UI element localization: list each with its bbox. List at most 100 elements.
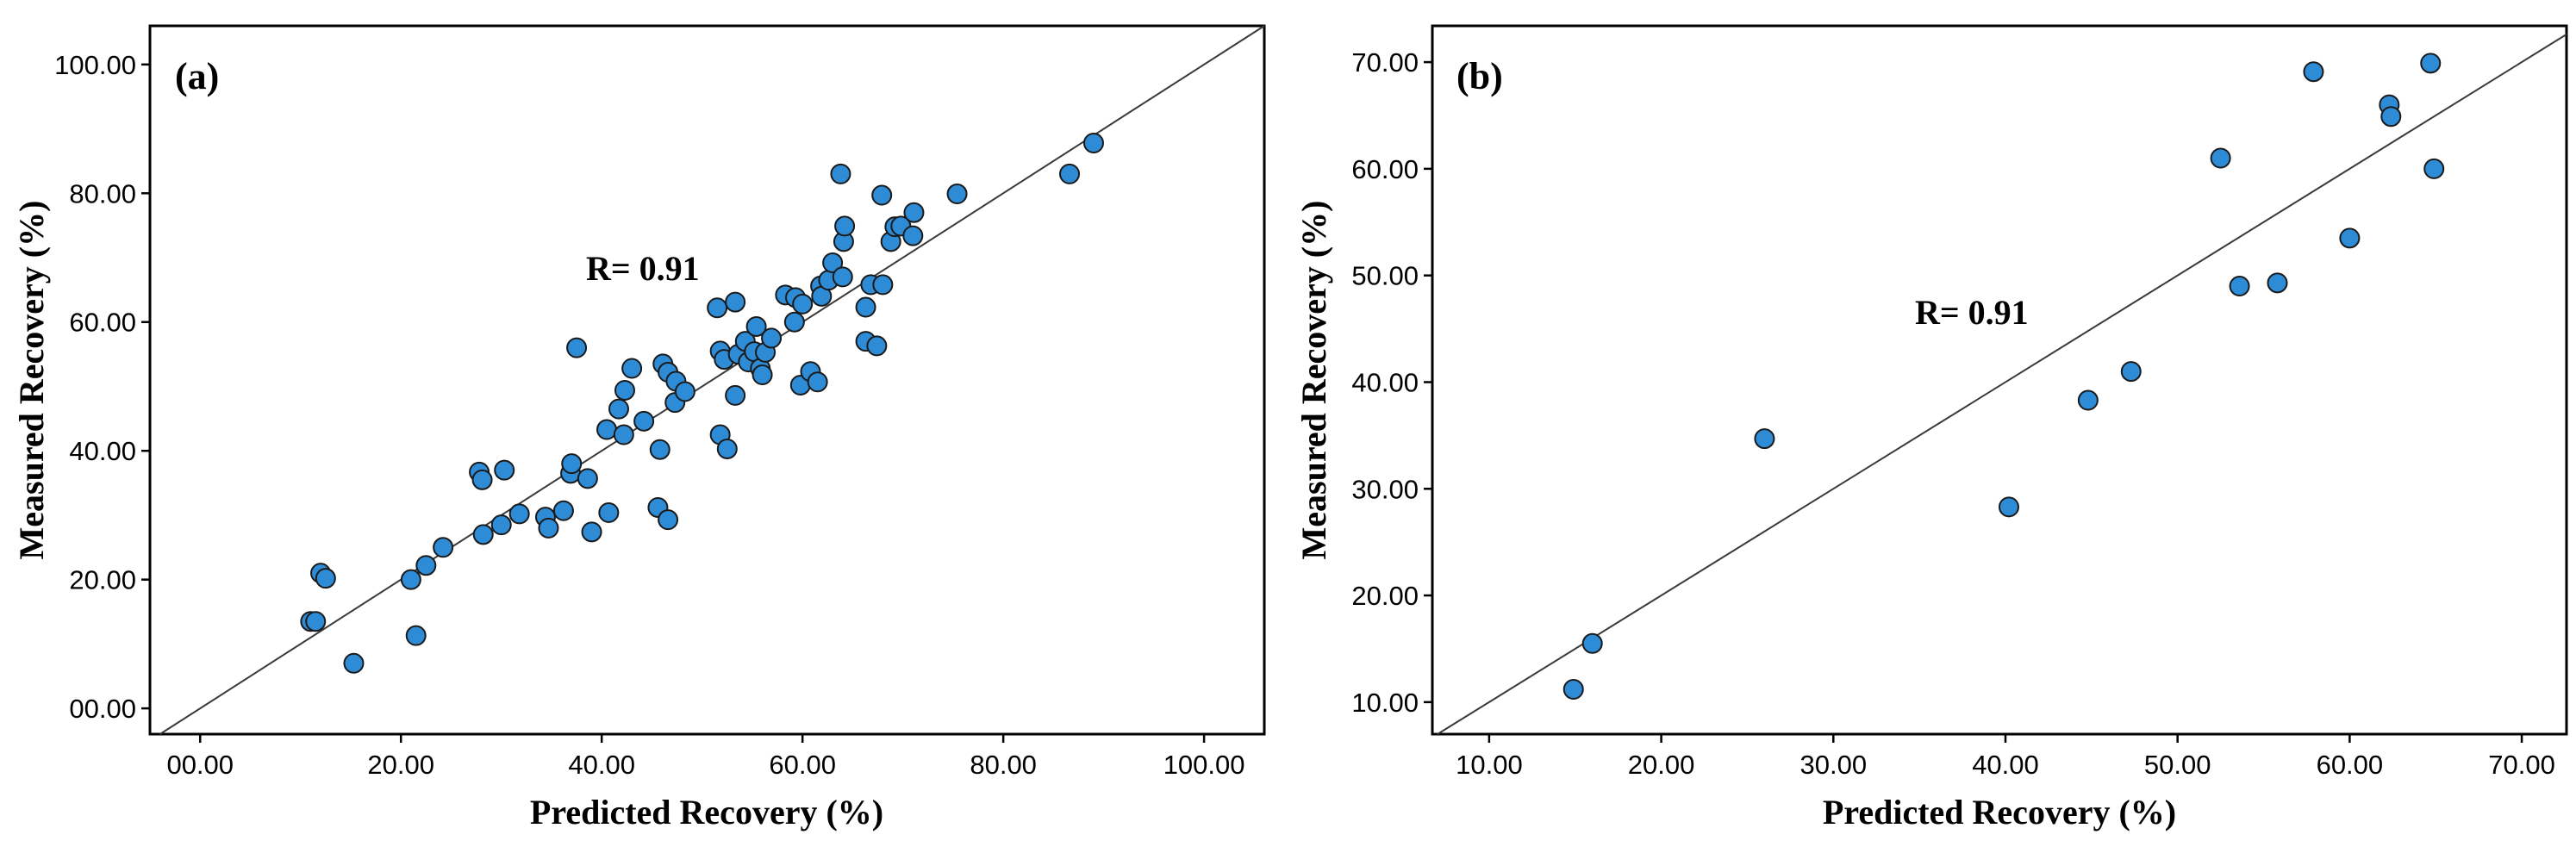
- scatter-point: [633, 410, 655, 432]
- plot-frame-b: [1431, 24, 2568, 736]
- scatter-points-b: [1562, 53, 2445, 701]
- scatter-point: [621, 358, 643, 379]
- scatter-point: [490, 514, 512, 536]
- scatter-point: [581, 521, 602, 543]
- r-annotation-a: R= 0.91: [586, 249, 700, 288]
- y-tick-label: 70.00: [1351, 47, 1419, 78]
- y-tick-label: 100.00: [54, 50, 136, 80]
- scatter-point: [745, 315, 767, 337]
- scatter-point: [725, 291, 746, 313]
- scatter-point: [2303, 61, 2324, 83]
- plot-frame-a: [148, 24, 1266, 736]
- scatter-point: [822, 252, 844, 273]
- scatter-point: [2380, 106, 2402, 128]
- y-tick-label: 30.00: [1351, 474, 1419, 504]
- scatter-point: [2120, 361, 2142, 383]
- scatter-point: [716, 438, 738, 459]
- scatter-point: [807, 371, 828, 393]
- scatter-point: [561, 453, 583, 475]
- scatter-point: [552, 500, 574, 521]
- scatter-point: [834, 215, 856, 237]
- scatter-point: [2267, 272, 2288, 294]
- scatter-point: [649, 439, 671, 460]
- x-tick-label: 80.00: [970, 750, 1037, 780]
- scatter-point: [2420, 53, 2442, 74]
- scatter-point: [2077, 389, 2099, 411]
- scatter-point: [871, 184, 893, 206]
- scatter-points-a: [300, 133, 1104, 674]
- y-tick-label: 40.00: [1351, 367, 1419, 397]
- scatter-point: [1581, 632, 1603, 654]
- scatter-point: [2210, 147, 2231, 169]
- y-tick-label: 50.00: [1351, 261, 1419, 291]
- y-axis-title-a: Measured Recovery (%): [12, 201, 51, 560]
- scatter-point: [872, 274, 894, 296]
- scatter-point: [596, 419, 618, 440]
- y-tick-label: 00.00: [69, 694, 136, 724]
- x-tick-label: 10.00: [1456, 750, 1523, 780]
- scatter-point: [761, 327, 783, 349]
- y-tick-label: 40.00: [69, 436, 136, 466]
- x-tick-label: 40.00: [568, 750, 635, 780]
- scatter-point: [415, 555, 437, 576]
- reference-line-b: [1437, 34, 2567, 735]
- panel-a: 00.00 20.00 40.00 60.00 80.00 100.00 00.00 20.…: [12, 24, 1266, 831]
- x-tick-label: 60.00: [769, 750, 836, 780]
- scatter-point: [903, 202, 925, 223]
- scatter-point: [538, 517, 559, 539]
- panel-b: 10.00 20.00 30.00 40.00 50.00 60.00 70.00 10.0…: [1294, 24, 2568, 831]
- scatter-point: [471, 469, 493, 490]
- scatter-point: [725, 384, 746, 406]
- scatter-point: [494, 459, 515, 481]
- x-tick-label: 100.00: [1163, 750, 1245, 780]
- scatter-point: [658, 509, 679, 531]
- scatter-point: [614, 379, 635, 401]
- panel-label-b: (b): [1456, 55, 1503, 97]
- scatter-point: [598, 501, 620, 523]
- scatter-point: [1562, 679, 1584, 701]
- scatter-point: [305, 611, 327, 632]
- x-axis-ticks-a: 00.00 20.00 40.00 60.00 80.00 100.00: [166, 734, 1245, 780]
- scatter-point: [577, 468, 598, 489]
- scatter-point: [508, 503, 530, 525]
- scatter-point: [783, 311, 805, 333]
- x-axis-ticks-b: 10.00 20.00 30.00 40.00 50.00 60.00 70.00: [1456, 734, 2555, 780]
- panel-label-a: (a): [175, 55, 219, 97]
- scatter-point: [405, 625, 427, 646]
- scatter-point: [343, 652, 365, 674]
- scatter-point: [902, 225, 924, 246]
- x-tick-label: 20.00: [1628, 750, 1695, 780]
- y-tick-label: 10.00: [1351, 688, 1419, 718]
- scatter-point: [674, 381, 695, 402]
- scatter-point: [707, 297, 728, 319]
- scatter-point: [566, 337, 588, 358]
- scatter-point: [472, 524, 494, 545]
- scatter-point: [752, 364, 773, 386]
- r-annotation-b: R= 0.91: [1915, 293, 2029, 332]
- scatter-point: [433, 537, 454, 558]
- y-tick-label: 60.00: [1351, 154, 1419, 184]
- reference-line-a: [159, 25, 1265, 735]
- y-tick-label: 20.00: [69, 565, 136, 595]
- scatter-point: [792, 293, 814, 315]
- y-axis-ticks-b: 10.00 20.00 30.00 40.00 50.00 60.00 70.00: [1351, 47, 1432, 718]
- scatter-point: [832, 266, 853, 288]
- x-tick-label: 30.00: [1800, 750, 1868, 780]
- scatter-point: [613, 424, 634, 445]
- scatter-point: [855, 296, 876, 318]
- y-tick-label: 20.00: [1351, 581, 1419, 611]
- scatter-point: [866, 335, 888, 357]
- scatter-point: [2229, 276, 2250, 297]
- y-axis-ticks-a: 00.00 20.00 40.00 60.00 80.00 100.00: [54, 50, 150, 724]
- scatter-point: [400, 569, 421, 590]
- scatter-point: [1998, 496, 2019, 518]
- y-axis-title-b: Measured Recovery (%): [1294, 201, 1333, 560]
- x-axis-title-b: Predicted Recovery (%): [1823, 793, 2176, 831]
- x-tick-label: 70.00: [2488, 750, 2555, 780]
- x-tick-label: 00.00: [166, 750, 234, 780]
- scatter-point: [2423, 158, 2445, 179]
- scatter-point: [1082, 133, 1104, 154]
- x-tick-label: 60.00: [2317, 750, 2384, 780]
- scatter-point: [946, 184, 968, 205]
